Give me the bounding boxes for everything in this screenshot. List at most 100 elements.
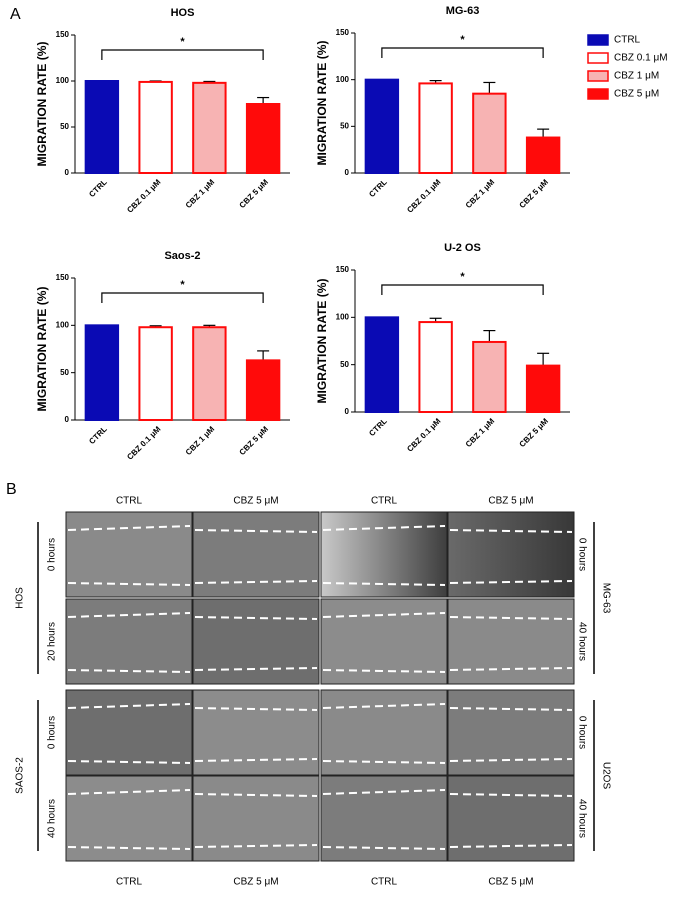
- bar: [192, 326, 227, 421]
- legend-label: CBZ 1 μM: [614, 71, 659, 82]
- x-tick-label: CBZ 1 μM: [184, 177, 217, 210]
- wound-edge: [449, 529, 573, 533]
- micrograph: [192, 775, 320, 862]
- y-axis-label: MIGRATION RATE (%): [315, 41, 329, 166]
- wound-edge: [194, 707, 318, 711]
- legend-label: CBZ 5 μM: [614, 89, 659, 100]
- wound-edge: [322, 612, 446, 618]
- wound-edge: [322, 789, 446, 795]
- wound-edge: [194, 758, 318, 762]
- x-tick-label: CTRL: [367, 416, 389, 438]
- chart-title: U-2 OS: [444, 242, 481, 254]
- x-tick-label: CBZ 0.1 μM: [405, 177, 442, 214]
- bar: [472, 340, 507, 413]
- x-tick-label: CBZ 0.1 μM: [125, 424, 162, 461]
- chart-title: Saos-2: [164, 250, 200, 262]
- row-label: 20 hours: [47, 622, 58, 661]
- bar: [525, 364, 561, 414]
- bar: [138, 326, 173, 421]
- row-label: 40 hours: [576, 622, 587, 661]
- column-header: CBZ 5 μM: [233, 877, 278, 888]
- y-tick-label: 100: [336, 75, 350, 84]
- legend-swatch: [587, 70, 609, 82]
- y-tick-label: 0: [65, 168, 70, 177]
- column-header: CBZ 5 μM: [233, 496, 278, 507]
- y-tick-label: 0: [345, 168, 350, 177]
- y-tick-label: 100: [56, 320, 70, 329]
- wound-edge: [194, 616, 318, 620]
- wound-edge: [449, 580, 573, 584]
- wound-edge: [449, 707, 573, 711]
- y-tick-label: 0: [65, 415, 70, 424]
- column-header: CBZ 5 μM: [488, 877, 533, 888]
- bar: [472, 92, 507, 174]
- x-tick-label: CBZ 5 μM: [518, 177, 551, 210]
- panel-label: B: [6, 481, 17, 498]
- wound-edge: [322, 846, 446, 850]
- cell-line-label: U2OS: [600, 762, 611, 790]
- micrograph: [447, 598, 575, 685]
- bar: [525, 136, 561, 175]
- y-tick-label: 100: [336, 312, 350, 321]
- x-tick-label: CBZ 5 μM: [238, 424, 271, 457]
- bar: [245, 103, 281, 174]
- y-tick-label: 150: [56, 273, 70, 282]
- significance-bracket: [101, 49, 264, 60]
- significance-mark: *: [180, 279, 185, 291]
- column-header: CTRL: [371, 877, 398, 888]
- legend-swatch: [587, 52, 609, 64]
- wound-edge: [67, 703, 191, 709]
- micrograph: [192, 511, 320, 598]
- column-header: CTRL: [116, 877, 143, 888]
- x-tick-label: CBZ 0.1 μM: [125, 177, 162, 214]
- column-header: CTRL: [371, 496, 398, 507]
- bar: [418, 82, 453, 174]
- micrograph: [447, 511, 575, 598]
- row-label: 0 hours: [576, 538, 587, 571]
- wound-edge: [67, 525, 191, 531]
- x-tick-label: CTRL: [87, 424, 109, 446]
- cell-line-label: HOS: [15, 587, 26, 609]
- row-label: 40 hours: [47, 799, 58, 838]
- panel-label: A: [10, 6, 21, 23]
- micrograph: [447, 775, 575, 862]
- legend-label: CTRL: [614, 35, 641, 46]
- y-axis-label: MIGRATION RATE (%): [35, 42, 49, 167]
- bar: [364, 78, 400, 174]
- wound-edge: [67, 582, 191, 586]
- y-tick-label: 0: [345, 407, 350, 416]
- y-axis-label: MIGRATION RATE (%): [315, 279, 329, 404]
- micrograph: [65, 598, 193, 685]
- wound-edge: [194, 793, 318, 797]
- bar: [364, 316, 400, 414]
- y-tick-label: 150: [56, 30, 70, 39]
- wound-edge: [449, 758, 573, 762]
- row-label: 40 hours: [576, 799, 587, 838]
- wound-edge: [67, 846, 191, 850]
- y-tick-label: 50: [60, 368, 69, 377]
- y-axis-label: MIGRATION RATE (%): [35, 287, 49, 412]
- bar: [138, 80, 173, 174]
- wound-edge: [322, 525, 446, 531]
- wound-edge: [449, 844, 573, 848]
- column-header: CBZ 5 μM: [488, 496, 533, 507]
- bar: [245, 359, 281, 421]
- wound-edge: [322, 760, 446, 764]
- significance-bracket: [101, 292, 264, 303]
- row-label: 0 hours: [47, 716, 58, 749]
- cell-line-label: MG-63: [600, 583, 611, 614]
- x-tick-label: CBZ 1 μM: [184, 424, 217, 457]
- x-tick-label: CBZ 1 μM: [464, 416, 497, 449]
- wound-edge: [322, 669, 446, 673]
- bar: [84, 324, 120, 422]
- bar: [418, 321, 453, 414]
- wound-edge: [67, 789, 191, 795]
- x-tick-label: CTRL: [367, 177, 389, 199]
- significance-mark: *: [460, 271, 465, 283]
- y-tick-label: 150: [336, 265, 350, 274]
- wound-edge: [194, 529, 318, 533]
- significance-bracket: [381, 47, 544, 58]
- chart-title: MG-63: [446, 5, 480, 17]
- wound-edge: [449, 667, 573, 671]
